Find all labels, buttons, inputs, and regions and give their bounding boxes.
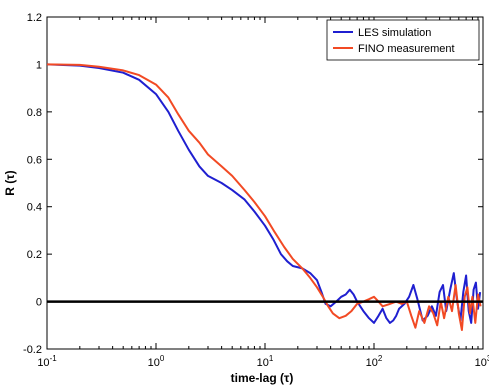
legend-label-les: LES simulation [358,27,431,39]
y-tick-label: 0.6 [27,154,42,166]
x-tick-label: 100 [148,354,165,369]
x-axis: 10-1 100 101 102 103 [37,17,489,369]
y-tick-label: 0.8 [27,107,42,119]
x-axis-title: time-lag (τ) [231,371,294,385]
y-tick-label: 0.4 [27,202,42,214]
legend-box [326,19,480,61]
series-layer [46,63,483,331]
legend: LES simulation FINO measurement [326,19,480,61]
x-tick-label: 102 [366,354,383,369]
x-tick-label: 101 [257,354,274,369]
series-line-les-simulation [46,63,482,324]
y-tick-label: 1.2 [27,12,42,24]
y-tick-label: 0.2 [27,249,42,261]
y-axis: -0.2 0 0.2 0.4 0.6 0.8 1 1.2 [23,12,483,356]
y-tick-label: 0 [36,297,42,309]
x-tick-label: 103 [475,354,489,369]
y-tick-label: 1 [36,59,42,71]
legend-label-fino: FINO measurement [358,43,455,55]
y-tick-label: -0.2 [23,344,42,356]
y-axis-title: R (τ) [3,170,17,195]
x-tick-label: 10-1 [37,354,57,369]
